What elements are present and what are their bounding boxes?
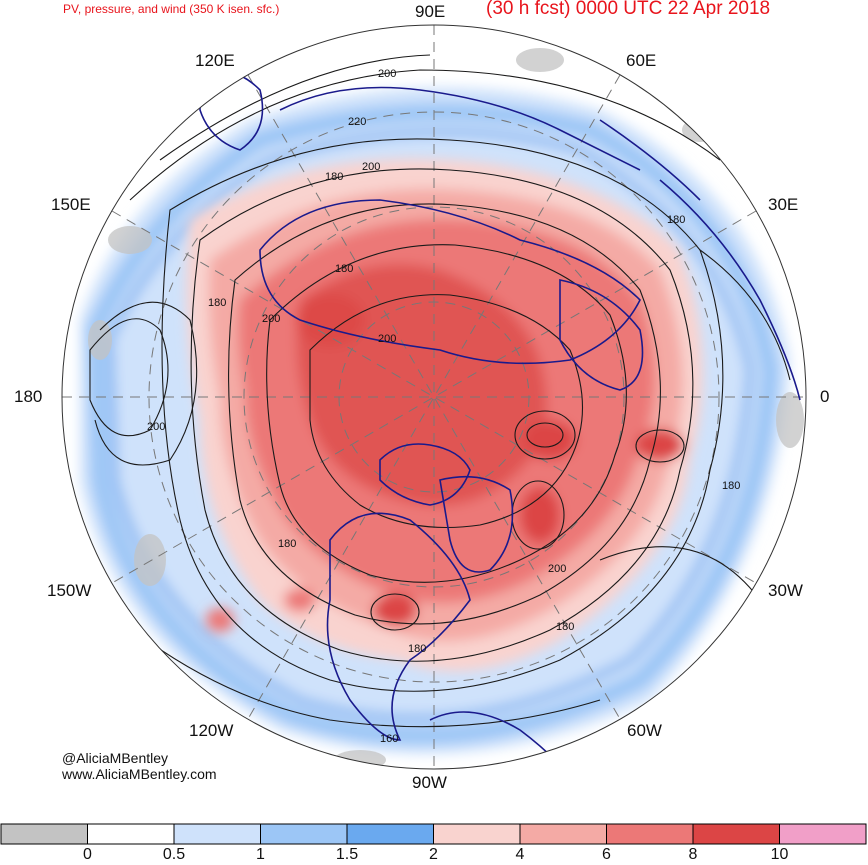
lon-label-150e: 150E: [51, 195, 91, 214]
colorbar-tick-label: 1: [256, 846, 265, 863]
lon-label-90e: 90E: [415, 2, 446, 21]
contour-label: 180: [325, 171, 343, 183]
contour-label: 200: [362, 161, 380, 173]
contour-label: 220: [348, 116, 366, 128]
polar-map: 200 220 200 180 180 180 200 200 180 200 …: [61, 24, 807, 770]
author-website: www.AliciaMBentley.com: [62, 766, 217, 782]
contour-label: 180: [722, 480, 740, 492]
contour-label: 200: [548, 563, 566, 575]
contour-label: 200: [378, 68, 396, 80]
colorbar-swatch: [606, 823, 694, 845]
lon-label-0: 0: [820, 387, 830, 406]
contour-label: 180: [408, 643, 426, 655]
lon-label-150w: 150W: [47, 581, 92, 600]
colorbar-swatch: [779, 823, 867, 845]
colorbar-tick-label: 6: [602, 846, 611, 863]
map-border: [61, 24, 807, 770]
colorbar: [0, 823, 867, 845]
colorbar-swatch: [346, 823, 434, 845]
contour-label: 180: [335, 263, 353, 275]
contour-label: 180: [667, 214, 685, 226]
contour-label: 160: [380, 733, 398, 745]
contour-label: 200: [378, 333, 396, 345]
colorbar-tick-label: 0.5: [162, 846, 186, 863]
pressure-contours: [89, 54, 791, 728]
colorbar-swatch: [173, 823, 261, 845]
colorbar-swatch: [87, 823, 175, 845]
graticule: [62, 25, 806, 769]
contour-label: 180: [556, 621, 574, 633]
lon-label-180: 180: [14, 387, 43, 406]
colorbar-swatch: [260, 823, 348, 845]
colorbar-tick-label: 10: [770, 846, 789, 863]
forecast-time-title: (30 h fcst) 0000 UTC 22 Apr 2018: [486, 0, 771, 19]
lon-label-30e: 30E: [768, 195, 799, 214]
colorbar-swatch: [519, 823, 607, 845]
contour-label-group: 200 220 200 180 180 180 200 200 180 200 …: [147, 68, 740, 745]
map-subtitle: PV, pressure, and wind (350 K isen. sfc.…: [63, 2, 280, 16]
contour-label: 180: [278, 538, 296, 550]
lon-label-90w: 90W: [412, 773, 447, 792]
contour-label: 200: [147, 421, 165, 433]
lon-label-30w: 30W: [768, 581, 803, 600]
colorbar-swatch: [433, 823, 521, 845]
continent-outlines: [199, 71, 801, 769]
lon-label-120w: 120W: [189, 721, 234, 740]
lon-label-120e: 120E: [195, 51, 235, 70]
contour-label: 180: [208, 297, 226, 309]
colorbar-tick-label: 1.5: [335, 846, 359, 863]
lon-label-60w: 60W: [627, 721, 662, 740]
author-handle: @AliciaMBentley: [62, 750, 169, 766]
colorbar-tick-label: 2: [429, 846, 438, 863]
colorbar-tick-label: 4: [515, 846, 525, 863]
lon-label-60e: 60E: [626, 51, 657, 70]
colorbar-swatch: [692, 823, 780, 845]
contour-label: 200: [262, 313, 280, 325]
colorbar-tick-label: 8: [688, 846, 698, 863]
colorbar-tick-label: 0: [83, 846, 92, 863]
colorbar-swatch: [0, 823, 88, 845]
